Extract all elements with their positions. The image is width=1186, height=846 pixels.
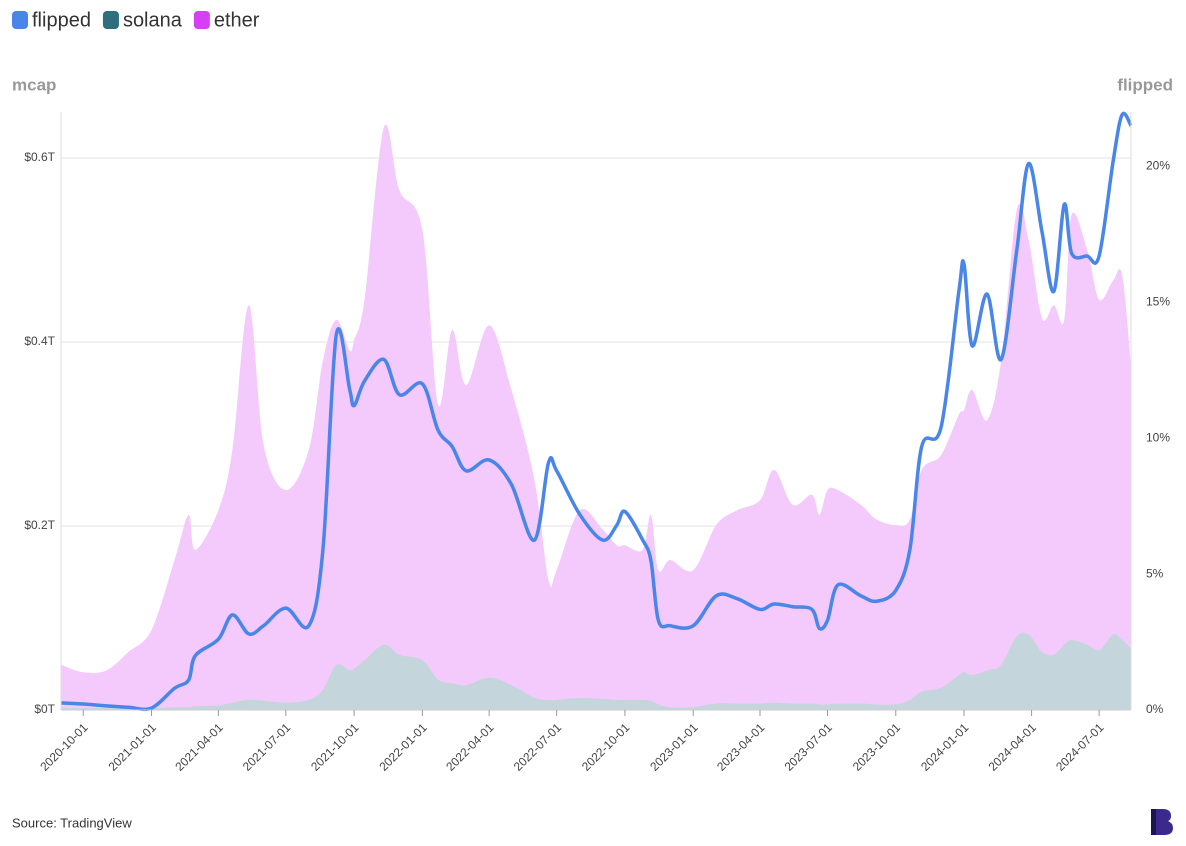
y2-tick-label: 15% — [1146, 294, 1170, 308]
logo-shape — [1151, 809, 1173, 835]
x-tick-label: 2023-04-01 — [714, 720, 768, 774]
x-tick-label: 2021-01-01 — [106, 720, 160, 774]
x-tick-label: 2023-01-01 — [647, 720, 701, 774]
x-tick-label: 2023-10-01 — [850, 720, 904, 774]
legend-swatch — [12, 11, 28, 29]
x-tick-label: 2024-04-01 — [986, 720, 1040, 774]
line-flipped — [60, 111, 1133, 712]
y-tick-label: $0.2T — [24, 518, 55, 532]
x-tick-label: 2022-04-01 — [443, 720, 497, 774]
y2-tick-label: 5% — [1146, 566, 1164, 580]
y2-tick-label: 20% — [1146, 159, 1170, 173]
area-ether — [61, 124, 1131, 710]
legend-label: solana — [123, 9, 183, 31]
y-axis-label: mcap — [12, 75, 56, 94]
y-tick-label: $0T — [34, 702, 55, 716]
y2-tick-label: 0% — [1146, 702, 1164, 716]
x-tick-label: 2020-10-01 — [37, 720, 91, 774]
x-tick-label: 2022-01-01 — [376, 720, 430, 774]
x-tick-label: 2024-01-01 — [918, 720, 972, 774]
legend-swatch — [193, 11, 210, 29]
legend-label: flipped — [32, 9, 91, 31]
y2-axis-label: flipped — [1117, 75, 1173, 94]
x-tick-label: 2021-10-01 — [308, 720, 362, 774]
y2-tick-label: 10% — [1146, 430, 1170, 444]
x-tick-label: 2021-07-01 — [240, 720, 294, 774]
y-tick-label: $0.6T — [24, 150, 55, 164]
x-tick-label: 2022-07-01 — [511, 720, 565, 774]
x-tick-label: 2024-07-01 — [1053, 720, 1107, 774]
x-tick-label: 2022-10-01 — [579, 720, 633, 774]
logo — [1151, 809, 1173, 835]
x-tick-label: 2021-04-01 — [172, 720, 226, 774]
x-tick-label: 2023-07-01 — [782, 720, 836, 774]
legend-label: ether — [214, 9, 260, 31]
area-solana — [61, 632, 1131, 710]
legend: flipped solana ether — [12, 9, 260, 31]
y-tick-label: $0.4T — [24, 334, 55, 348]
logo-stem — [1151, 809, 1156, 835]
source: Source: TradingView — [12, 815, 132, 830]
legend-swatch — [102, 11, 119, 29]
